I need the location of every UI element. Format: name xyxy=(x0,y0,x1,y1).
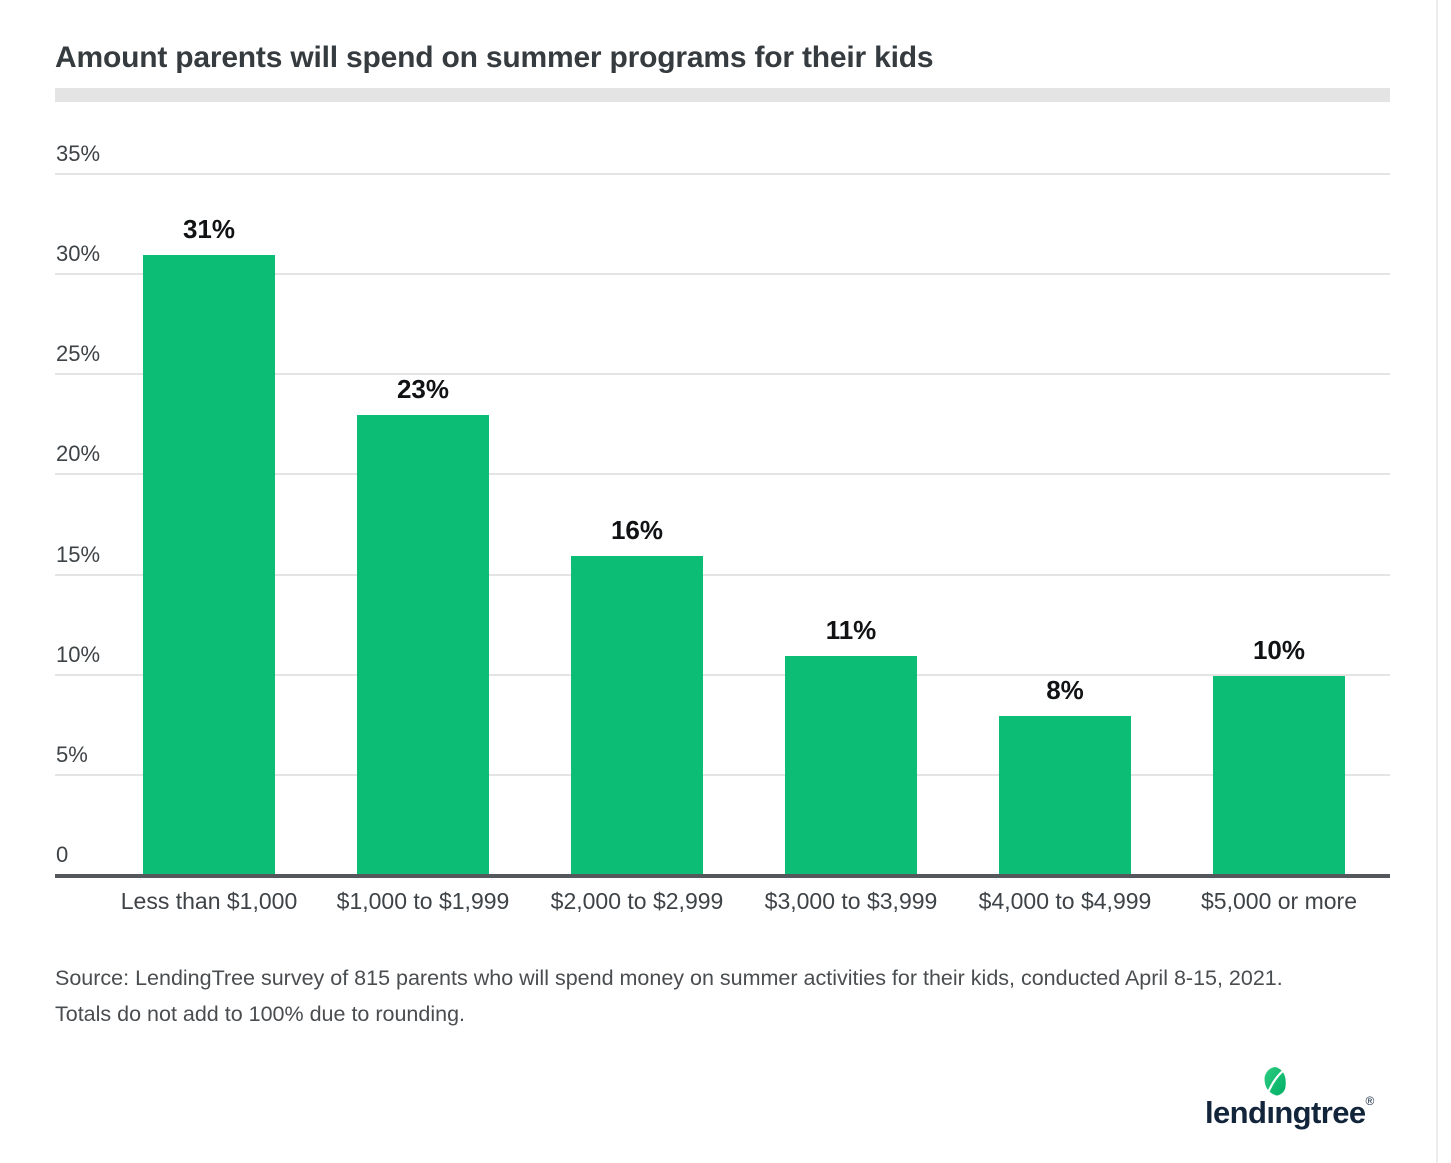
plot-area: 31% Less than $1,000 23% $1,000 to $1,999 16… xyxy=(55,141,1390,914)
bar xyxy=(785,655,917,876)
page-edge-line xyxy=(1436,0,1438,1163)
x-category-label: $5,000 or more xyxy=(1201,888,1357,914)
y-tick-label-25: 25% xyxy=(56,341,101,367)
title-divider-bar xyxy=(55,88,1390,102)
y-tick-label-20: 20% xyxy=(56,441,101,467)
source-line-1: Source: LendingTree survey of 815 parent… xyxy=(55,966,1283,990)
bar-value-label: 23% xyxy=(396,374,450,405)
y-tick-label-10: 10% xyxy=(56,641,101,667)
bar-slot: 23% $1,000 to $1,999 xyxy=(316,173,530,914)
y-tick-label-30: 30% xyxy=(56,241,101,267)
gridline-30 xyxy=(55,273,1390,276)
bar-slot: 16% $2,000 to $2,999 xyxy=(530,173,744,914)
bar xyxy=(1213,675,1345,876)
bar xyxy=(999,715,1131,876)
bar-value-label: 16% xyxy=(610,514,664,545)
bar-value-label: 31% xyxy=(182,214,236,245)
logo-wordmark: lendıngtree® xyxy=(1205,1094,1374,1131)
bar-value-label: 8% xyxy=(1046,674,1084,705)
y-tick-label-35: 35% xyxy=(56,141,101,166)
bar xyxy=(357,415,489,876)
gridline-10 xyxy=(55,673,1390,676)
lendingtree-logo: lendıngtree® xyxy=(1205,1066,1405,1156)
logo-text: lendıngtree xyxy=(1205,1095,1366,1130)
x-category-label: $1,000 to $1,999 xyxy=(336,888,510,914)
bar-slot: 31% Less than $1,000 xyxy=(102,173,316,914)
source-line-2: Totals do not add to 100% due to roundin… xyxy=(55,1002,466,1026)
gridline-35 xyxy=(55,173,1390,175)
registered-mark: ® xyxy=(1365,1094,1375,1108)
bar-slot: 10% $5,000 or more xyxy=(1172,173,1386,914)
x-category-label: $4,000 to $4,999 xyxy=(978,888,1152,914)
source-note: Source: LendingTree survey of 815 parent… xyxy=(55,960,1395,1032)
chart-title: Amount parents will spend on summer prog… xyxy=(55,41,934,74)
bar xyxy=(143,255,275,876)
gridline-15 xyxy=(55,573,1390,576)
x-axis-baseline xyxy=(55,874,1390,878)
y-tick-label-0: 0 xyxy=(56,842,69,867)
bars-band: 31% Less than $1,000 23% $1,000 to $1,999 16… xyxy=(102,173,1386,914)
bar-slot: 8% $4,000 to $4,999 xyxy=(958,173,1172,914)
leaf-icon xyxy=(1264,1066,1286,1096)
gridline-5 xyxy=(55,773,1390,776)
bar xyxy=(571,555,703,876)
x-category-label: $2,000 to $2,999 xyxy=(550,888,724,914)
y-tick-label-5: 5% xyxy=(56,741,88,767)
bar-slot: 11% $3,000 to $3,999 xyxy=(744,173,958,914)
bar-value-label: 11% xyxy=(825,614,877,645)
x-category-label: Less than $1,000 xyxy=(120,888,298,914)
y-tick-label-15: 15% xyxy=(56,541,101,567)
gridline-20 xyxy=(55,473,1390,476)
bar-value-label: 10% xyxy=(1252,634,1306,665)
x-category-label: $3,000 to $3,999 xyxy=(764,888,938,914)
gridline-25 xyxy=(55,373,1390,376)
